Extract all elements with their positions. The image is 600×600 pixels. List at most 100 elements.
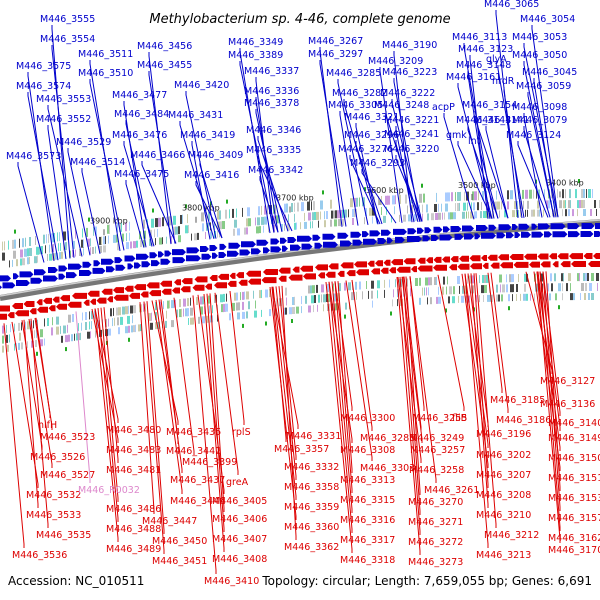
feature-stripe bbox=[116, 307, 119, 316]
feature-stripe bbox=[530, 293, 531, 301]
feature-stripe bbox=[392, 299, 393, 307]
feature-stripe bbox=[448, 212, 451, 220]
reverse-gene-arrow bbox=[29, 308, 37, 315]
reverse-gene-arrow bbox=[450, 256, 459, 263]
map-title: Methylobacterium sp. 4-46, complete geno… bbox=[149, 12, 450, 27]
feature-stripe bbox=[107, 224, 110, 234]
feature-stripe bbox=[2, 252, 5, 261]
reverse-gene-arrow bbox=[229, 272, 236, 279]
feature-stripe bbox=[308, 285, 310, 294]
feature-stripe bbox=[78, 323, 79, 332]
feature-stripe bbox=[352, 209, 355, 217]
reverse-gene-label: M446_3447 bbox=[142, 516, 197, 527]
reverse-gene-label: M446_3273 bbox=[408, 557, 463, 568]
reverse-gene-label: M446_3300 bbox=[340, 413, 395, 424]
feature-stripe bbox=[73, 240, 75, 249]
feature-stripe bbox=[436, 296, 438, 304]
feature-stripe bbox=[300, 222, 301, 230]
forward-gene-label: M446_3065 bbox=[484, 0, 539, 10]
feature-stripe bbox=[200, 306, 203, 315]
feature-stripe bbox=[431, 213, 434, 221]
forward-gene-arrow bbox=[200, 246, 209, 252]
feature-stripe bbox=[337, 210, 340, 219]
label-leader-line bbox=[209, 293, 225, 512]
forward-gene-label: M446_3223 bbox=[382, 67, 437, 78]
feature-stripe bbox=[540, 273, 543, 282]
label-leader-line bbox=[272, 286, 297, 500]
feature-stripe bbox=[210, 231, 212, 239]
feature-stripe bbox=[258, 206, 260, 216]
feature-stripe bbox=[22, 258, 25, 266]
feature-stripe bbox=[234, 219, 237, 228]
reverse-gene-arrow bbox=[354, 261, 367, 268]
forward-gene-arrow bbox=[381, 229, 391, 236]
feature-stripe bbox=[442, 212, 443, 220]
feature-stripe bbox=[338, 219, 341, 227]
reverse-gene-arrow bbox=[238, 279, 248, 286]
feature-stripe bbox=[327, 284, 329, 292]
feature-stripe bbox=[481, 285, 484, 294]
feature-stripe bbox=[113, 234, 116, 243]
feature-stripe bbox=[12, 239, 14, 249]
reverse-gene-label: M446_3308 bbox=[340, 445, 395, 456]
forward-gene-arrow bbox=[251, 248, 261, 255]
reverse-gene-label: M446_3257 bbox=[410, 445, 465, 456]
forward-gene-arrow bbox=[106, 266, 115, 273]
feature-stripe bbox=[570, 283, 571, 292]
feature-stripe bbox=[575, 189, 577, 199]
feature-stripe bbox=[269, 289, 271, 298]
label-leader-line bbox=[23, 319, 39, 508]
gc-marker bbox=[14, 229, 16, 234]
feature-stripe bbox=[202, 316, 205, 324]
reverse-gene-arrow bbox=[161, 288, 172, 295]
feature-stripe bbox=[447, 192, 450, 202]
forward-gene-label: M446_3335 bbox=[246, 145, 301, 156]
feature-stripe bbox=[63, 242, 64, 251]
feature-stripe bbox=[506, 274, 507, 283]
label-leader-line bbox=[517, 141, 549, 218]
reverse-gene-label: M446_3316 bbox=[340, 515, 395, 526]
feature-stripe bbox=[354, 197, 356, 207]
feature-stripe bbox=[580, 293, 581, 300]
feature-stripe bbox=[465, 295, 468, 303]
feature-stripe bbox=[405, 194, 407, 204]
feature-stripe bbox=[183, 308, 184, 317]
feature-stripe bbox=[392, 195, 395, 205]
feature-stripe bbox=[589, 283, 592, 291]
forward-gene-arrow bbox=[58, 265, 68, 272]
reverse-gene-label: M446_3150 bbox=[548, 453, 600, 464]
forward-gene-arrow bbox=[488, 224, 497, 231]
feature-stripe bbox=[67, 324, 68, 333]
feature-stripe bbox=[482, 275, 484, 283]
feature-stripe bbox=[79, 249, 81, 256]
forward-gene-arrow bbox=[164, 250, 172, 257]
reverse-gene-arrow bbox=[214, 282, 227, 289]
label-leader-line bbox=[30, 318, 49, 528]
feature-stripe bbox=[108, 318, 109, 327]
forward-gene-arrow bbox=[424, 227, 432, 234]
reverse-gene-label: M446_3437 bbox=[170, 475, 225, 486]
feature-stripe bbox=[30, 320, 32, 329]
feature-stripe bbox=[2, 345, 4, 353]
feature-stripe bbox=[335, 303, 338, 311]
feature-stripe bbox=[328, 293, 330, 302]
feature-stripe bbox=[155, 238, 156, 246]
feature-stripe bbox=[570, 293, 573, 301]
feature-stripe bbox=[16, 343, 17, 351]
label-leader-line bbox=[385, 111, 421, 222]
feature-stripe bbox=[14, 323, 15, 332]
label-leader-line bbox=[399, 276, 421, 535]
feature-stripe bbox=[403, 214, 406, 222]
feature-stripe bbox=[93, 226, 94, 236]
feature-stripe bbox=[114, 317, 115, 326]
gc-marker bbox=[65, 347, 67, 352]
forward-gene-label: M446_3389 bbox=[228, 50, 283, 61]
feature-stripe bbox=[591, 273, 594, 281]
feature-stripe bbox=[27, 321, 30, 330]
feature-stripe bbox=[196, 297, 198, 305]
label-leader-line bbox=[393, 78, 421, 222]
feature-stripe bbox=[244, 291, 245, 300]
feature-stripe bbox=[449, 286, 452, 295]
feature-stripe bbox=[263, 225, 264, 233]
feature-stripe bbox=[35, 340, 37, 347]
